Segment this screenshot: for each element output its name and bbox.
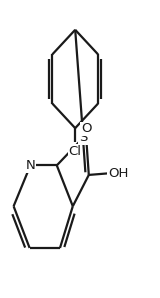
Text: N: N [26, 159, 35, 172]
Text: S: S [79, 131, 87, 144]
Text: O: O [81, 122, 92, 135]
Text: OH: OH [108, 167, 128, 180]
Text: Cl: Cl [69, 145, 82, 158]
